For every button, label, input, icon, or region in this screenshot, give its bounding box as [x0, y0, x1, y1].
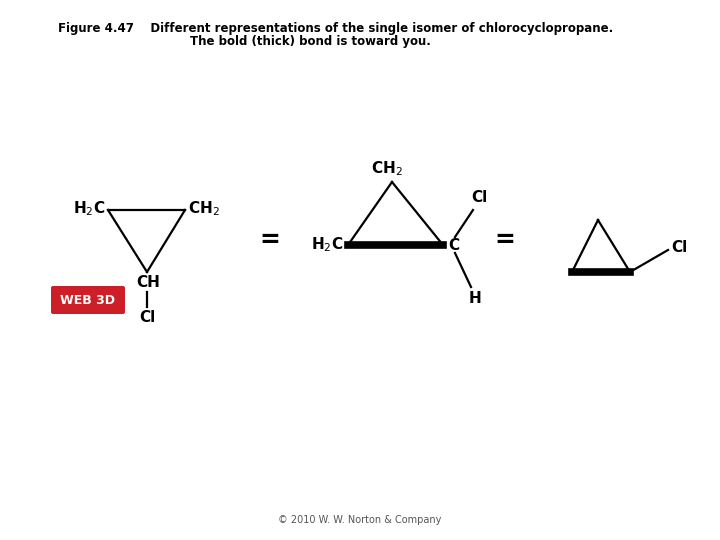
Text: =: =	[260, 228, 280, 252]
Text: H: H	[469, 291, 482, 306]
Text: H$_2$C: H$_2$C	[310, 235, 343, 254]
Text: H$_2$C: H$_2$C	[73, 200, 105, 218]
Text: © 2010 W. W. Norton & Company: © 2010 W. W. Norton & Company	[279, 515, 441, 525]
Text: CH: CH	[136, 275, 160, 290]
Text: The bold (thick) bond is toward you.: The bold (thick) bond is toward you.	[190, 35, 431, 48]
Text: WEB 3D: WEB 3D	[60, 294, 115, 307]
Text: Cl: Cl	[471, 190, 487, 205]
Text: =: =	[495, 228, 516, 252]
FancyBboxPatch shape	[51, 286, 125, 314]
Text: Figure 4.47    Different representations of the single isomer of chlorocycloprop: Figure 4.47 Different representations of…	[58, 22, 613, 35]
Text: Cl: Cl	[671, 240, 688, 255]
Text: CH$_2$: CH$_2$	[371, 159, 403, 178]
Text: C: C	[448, 239, 459, 253]
Text: Cl: Cl	[139, 310, 155, 325]
Text: CH$_2$: CH$_2$	[188, 200, 220, 218]
